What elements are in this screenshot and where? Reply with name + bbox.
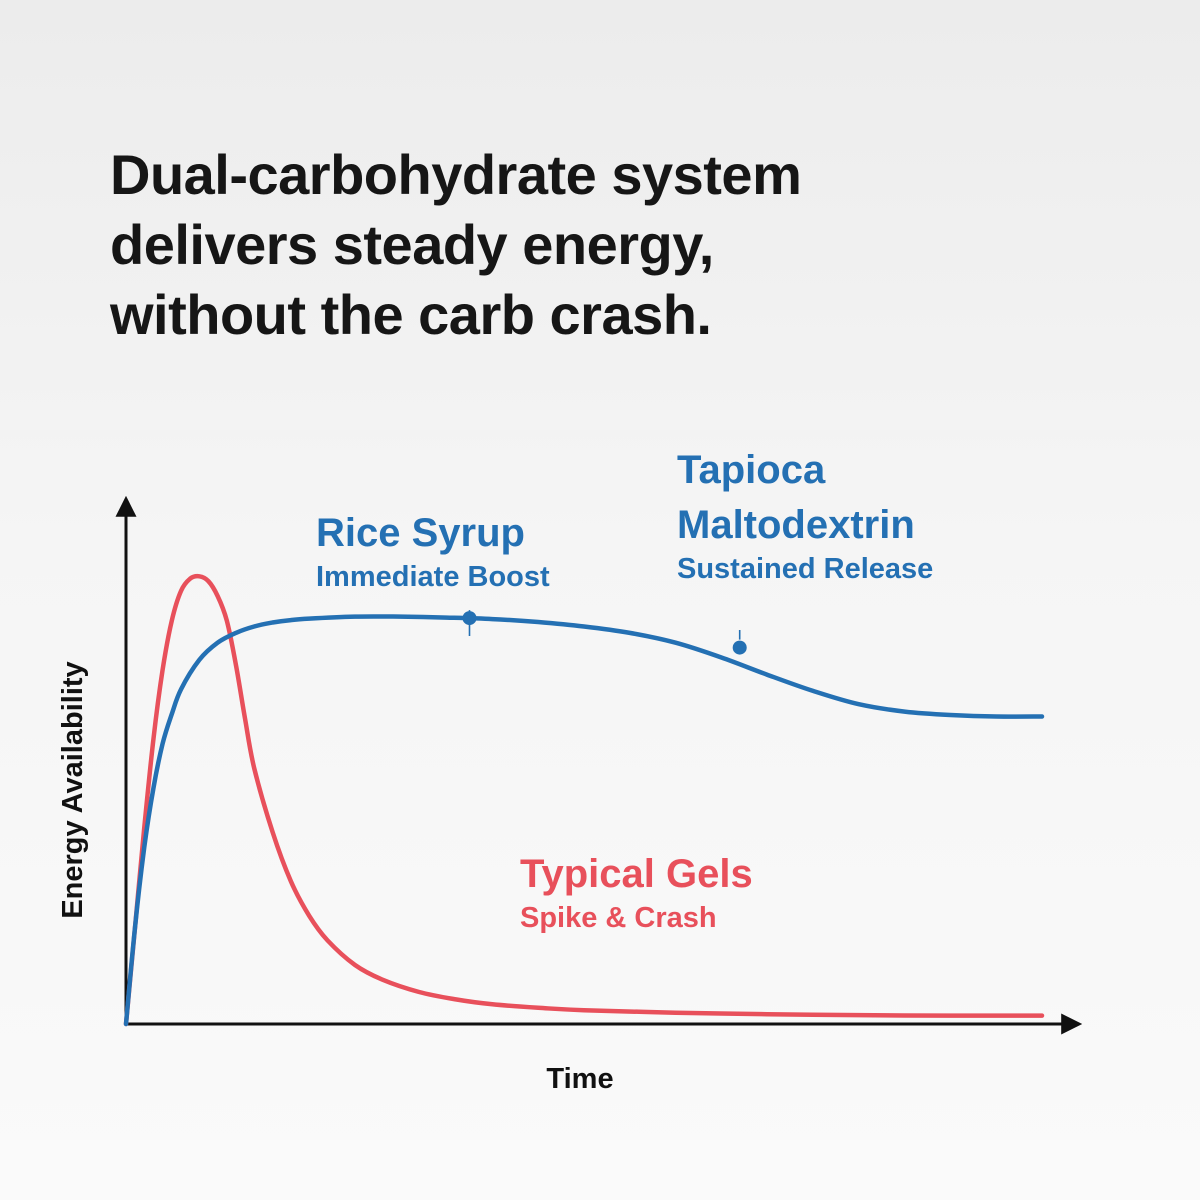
x-axis-title: Time [546,1063,613,1095]
marker-point-maltodextrin [732,640,747,655]
annotation-maltodextrin-subtitle: Sustained Release [677,553,933,585]
annotation-typical-gels-title: Typical Gels [520,852,753,896]
annotation-rice-syrup-title: Rice Syrup [316,511,525,555]
headline-line-1: Dual-carbohydrate system [110,143,802,206]
annotation-rice-syrup-subtitle: Immediate Boost [316,561,550,593]
annotation-rice-syrup: Rice Syrup Immediate Boost [316,511,550,593]
headline-line-3: without the carb crash. [110,283,712,346]
annotation-tapioca-maltodextrin: Tapioca Maltodextrin Sustained Release [677,448,933,585]
annotation-typical-gels: Typical Gels Spike & Crash [520,852,753,934]
annotation-maltodextrin-title: Maltodextrin [677,503,915,547]
marker-point-rice-syrup [462,611,477,626]
y-axis-title: Energy Availability [57,661,89,918]
series-line-blend [123,614,1045,1027]
annotation-typical-gels-subtitle: Spike & Crash [520,902,717,934]
headline: Dual-carbohydrate system delivers steady… [110,140,1070,350]
series-line-typical-gels [123,573,1045,1027]
annotation-tapioca-title: Tapioca [677,448,826,492]
headline-line-2: delivers steady energy, [110,213,714,276]
